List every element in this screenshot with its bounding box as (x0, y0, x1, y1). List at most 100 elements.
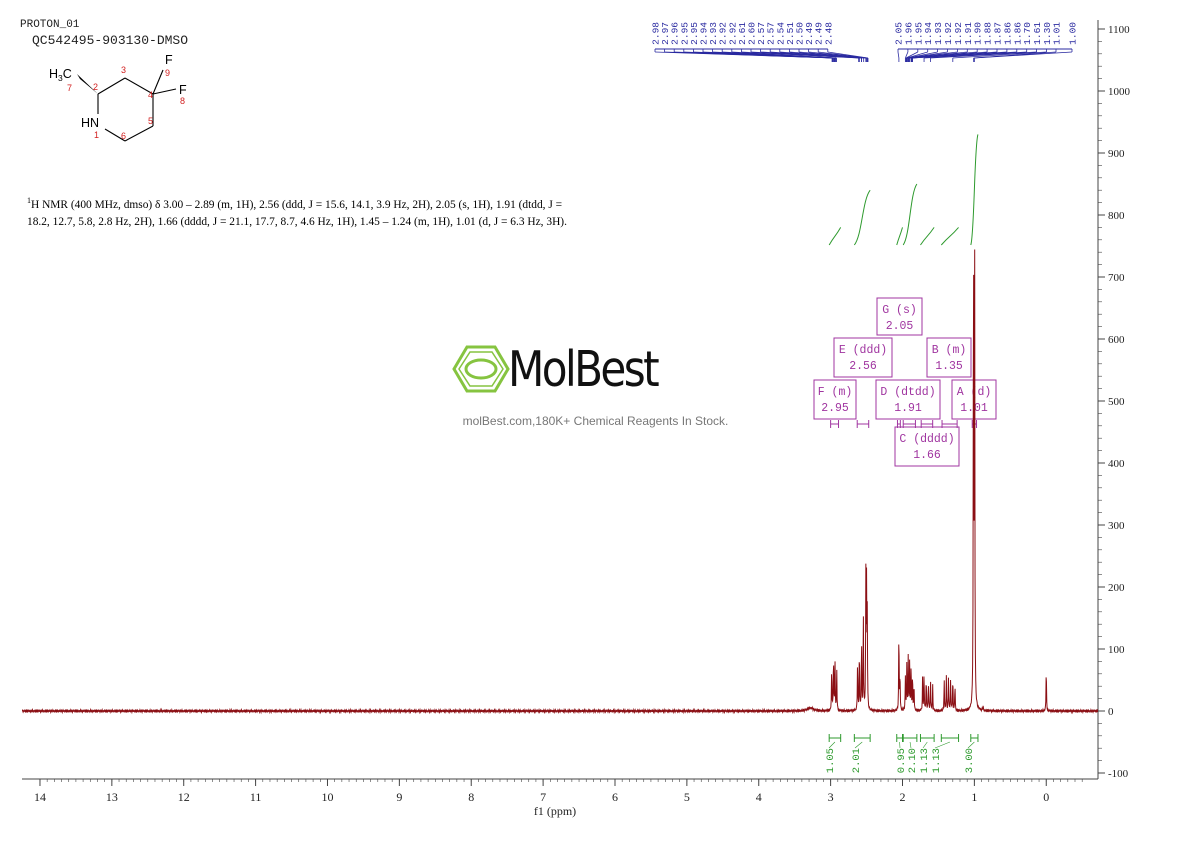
y-tick-label: 800 (1108, 210, 1125, 222)
watermark-brand: MolBest (508, 341, 660, 398)
peak-label: 2.61 (737, 22, 748, 45)
y-tick-label: 300 (1108, 520, 1125, 532)
multiplet-box (833, 337, 893, 378)
multiplet-shift: 2.05 (886, 320, 914, 333)
peak-label: 1.86 (1012, 22, 1023, 45)
integral-curve (902, 183, 918, 246)
peak-leader (731, 51, 837, 59)
peak-label: 2.95 (679, 22, 690, 45)
peak-label: 2.54 (775, 22, 786, 45)
x-tick-label: 13 (106, 790, 118, 804)
peak-leader (905, 51, 918, 59)
integral-value: 3.00 (964, 748, 976, 773)
peak-label: 2.49 (814, 22, 825, 45)
watermark-tagline: molBest.com,180K+ Chemical Reagents In S… (462, 414, 729, 428)
x-tick-label: 2 (899, 790, 905, 804)
f8-label: F (179, 83, 187, 97)
multiplet-box (894, 426, 960, 467)
f9-label: F (165, 53, 173, 67)
integral-curve (853, 189, 871, 246)
multiplet-shift: 1.91 (894, 402, 922, 415)
atom-index-7: 7 (67, 83, 72, 93)
y-tick-label: -100 (1108, 768, 1129, 780)
y-tick-label: 1100 (1108, 24, 1130, 36)
atom-index-1: 1 (94, 130, 99, 140)
peak-label: 1.88 (983, 22, 994, 45)
multiplet-name: C (dddd) (899, 433, 954, 446)
peak-label: 2.05 (894, 22, 905, 45)
atom-index-2: 2 (93, 82, 98, 92)
sample-id: QC542495-903130-DMSO (32, 33, 189, 48)
integral-curve (896, 227, 903, 246)
peak-label: 1.87 (993, 22, 1004, 45)
nh-label: HN (81, 116, 99, 130)
multiplet-box (875, 379, 941, 420)
x-tick-label: 11 (250, 790, 262, 804)
molbest-logo-icon (452, 345, 510, 393)
peak-label: 1.95 (913, 22, 924, 45)
integral-leader (854, 741, 863, 749)
x-tick-label: 0 (1043, 790, 1049, 804)
peak-leader (912, 51, 1017, 59)
spectrum-path (22, 249, 1098, 715)
peak-label: 2.60 (747, 22, 758, 45)
multiplet-shift: 1.66 (913, 449, 941, 462)
integral-value: 1.05 (825, 748, 837, 773)
peak-label: 1.94 (923, 22, 934, 45)
peak-label: 2.97 (660, 22, 671, 45)
x-tick-label: 9 (396, 790, 402, 804)
multiplet-shift: 2.95 (821, 402, 849, 415)
y-tick-label: 600 (1108, 334, 1125, 346)
peak-label: 1.01 (1052, 22, 1063, 45)
y-tick-label: 100 (1108, 644, 1125, 656)
peak-label: 1.00 (1068, 22, 1079, 45)
multiplet-shift: 2.56 (849, 360, 877, 373)
y-tick-label: 1000 (1108, 86, 1131, 98)
atom-index-6: 6 (121, 131, 126, 141)
x-tick-label: 3 (828, 790, 834, 804)
x-tick-label: 1 (971, 790, 977, 804)
peak-label: 2.95 (689, 22, 700, 45)
y-tick-label: 200 (1108, 582, 1125, 594)
spectrum-trace (22, 249, 1098, 715)
integral-curve (970, 134, 979, 246)
y-tick-label: 900 (1108, 148, 1125, 160)
x-tick-label: 8 (468, 790, 474, 804)
integral-value: 2.01 (851, 748, 863, 773)
peak-label: 1.61 (1032, 22, 1043, 45)
x-tick-label: 6 (612, 790, 618, 804)
peak-label: 2.93 (708, 22, 719, 45)
nucleus-superscript: 1 (27, 196, 31, 205)
x-axis-ticks: 14 13 12 11 10 9 8 7 6 5 4 3 2 1 0 (34, 779, 1083, 804)
integral-value: 2.10 (907, 748, 919, 773)
peak-label: 1.92 (953, 22, 964, 45)
multiplet-box (926, 337, 972, 378)
y-tick-label: 0 (1108, 706, 1114, 718)
integral-bars: 1.05 2.01 0.95 2.10 1.13 1.13 3.00 (825, 734, 979, 773)
multiplet-name: F (m) (818, 386, 853, 399)
integral-curve (920, 227, 935, 246)
peak-label: 1.70 (1022, 22, 1033, 45)
multiplet-name: E (ddd) (839, 344, 887, 357)
peak-leader (905, 51, 909, 59)
atom-index-3: 3 (121, 65, 126, 75)
nmr-description: 1H NMR (400 MHz, dmso) δ 3.00 – 2.89 (m,… (27, 192, 572, 231)
peak-label: 1.30 (1042, 22, 1053, 45)
peak-label: 2.51 (785, 22, 796, 45)
integral-value: 1.13 (919, 748, 931, 773)
peak-leader (906, 51, 928, 59)
integral-leader (909, 741, 912, 749)
peak-label: 1.93 (933, 22, 944, 45)
integral-curve (828, 227, 842, 246)
peak-label: 2.96 (670, 22, 681, 45)
peak-label: 1.86 (1002, 22, 1013, 45)
y-tick-label: 700 (1108, 272, 1125, 284)
integral-leader (967, 741, 975, 749)
peak-label: 1.96 (903, 22, 914, 45)
peak-label: 1.91 (963, 22, 974, 45)
peak-picking-labels: 2.982.972.962.952.952.942.932.922.922.61… (651, 22, 1079, 62)
peak-label: 2.49 (804, 22, 815, 45)
peak-label: 2.98 (651, 22, 662, 45)
